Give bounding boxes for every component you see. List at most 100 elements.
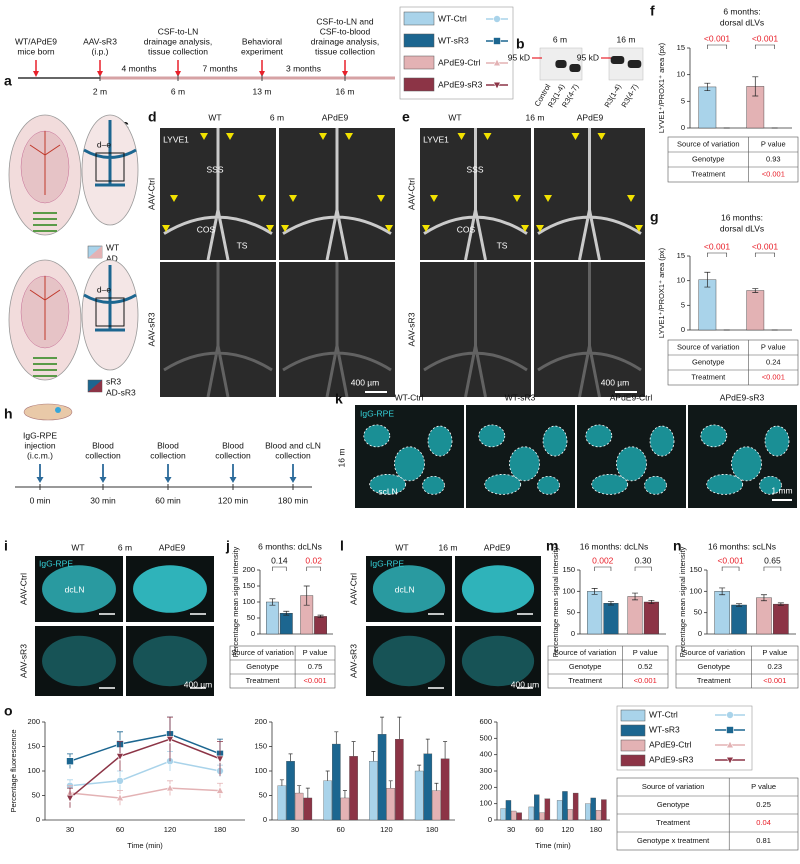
arrowhead-marker	[377, 195, 385, 202]
error-bar	[317, 614, 324, 619]
table-header: P value	[633, 648, 658, 657]
annotation: LYVE1	[423, 134, 449, 144]
event-arrowhead	[259, 71, 265, 77]
y-tick-label: 0	[571, 629, 575, 638]
y-tick-label: 0	[263, 815, 267, 824]
bar	[377, 734, 387, 821]
time-label: 180 min	[278, 495, 309, 505]
comparison-bracket	[707, 44, 728, 49]
arrowhead-marker	[385, 225, 393, 232]
event-label: tissue collection	[315, 46, 375, 56]
lymph-node	[427, 425, 453, 457]
column-label: WT-sR3	[505, 392, 536, 402]
error-bar	[283, 610, 290, 616]
table-cell: Genotype	[246, 662, 279, 671]
table-cell: <0.001	[762, 372, 785, 381]
event-label: tissue collection	[148, 46, 208, 56]
y-tick-label: 50	[567, 608, 575, 617]
bar	[266, 601, 279, 635]
time-label: 30 min	[90, 495, 116, 505]
error-bar	[334, 731, 339, 745]
x-tick-label: 30	[66, 825, 74, 834]
table-cell: 0.24	[766, 357, 781, 366]
step-label: Blood	[92, 440, 114, 450]
panel-letter: n	[673, 538, 682, 554]
y-tick-label: 15	[677, 43, 685, 52]
y-tick-label: 150	[242, 581, 255, 590]
x-axis-label: Time (min)	[127, 841, 163, 850]
y-axis-label: Percentage mean signal intensity	[678, 547, 687, 658]
micrograph	[534, 262, 645, 397]
blot-time: 16 m	[617, 34, 636, 44]
table-cell: Treatment	[697, 676, 732, 685]
y-tick-label: 100	[562, 586, 575, 595]
series-line	[69, 760, 221, 787]
panel-letter: a	[4, 73, 12, 89]
column-label: 6 m	[270, 112, 284, 122]
lymph-node	[372, 635, 446, 687]
event-arrowhead	[97, 71, 103, 77]
legend-label: WT-sR3	[438, 35, 469, 45]
row-label: AAV-sR3	[146, 312, 156, 346]
age-label: 16 m	[336, 449, 346, 468]
y-tick-label: 0	[488, 815, 492, 824]
micrograph	[160, 262, 276, 397]
bar	[756, 597, 772, 635]
error-bar	[607, 601, 614, 606]
table-cell: Genotype	[698, 662, 731, 671]
legend-swatch	[403, 33, 435, 48]
y-tick-label: 10	[677, 70, 685, 79]
p-value-label: <0.001	[752, 241, 779, 251]
error-bar	[704, 82, 711, 92]
step-label: IgG-RPE	[23, 430, 57, 440]
error-bar	[425, 738, 430, 754]
x-tick-label: 30	[291, 825, 299, 834]
comparison-bracket	[306, 566, 321, 571]
column-label: APdE9	[484, 542, 511, 552]
table-cell: 0.04	[756, 818, 771, 827]
panel-letter: k	[335, 391, 343, 407]
injection-site	[55, 407, 61, 413]
event-label: drainage analysis,	[144, 36, 213, 46]
bar	[746, 290, 765, 331]
chart-title: 6 months: dcLNs	[258, 541, 322, 551]
y-axis-label: Percentage fluorescence	[9, 730, 18, 813]
chart-title: dorsal dLVs	[720, 17, 764, 27]
step-label: collection	[150, 450, 186, 460]
y-axis-label: LYVE1⁺/PROX1⁺ area (px)	[657, 42, 666, 133]
error-bar	[648, 599, 655, 605]
y-tick-label: 15	[677, 251, 685, 260]
p-value-label: 0.02	[305, 555, 322, 565]
arrowhead-marker	[162, 225, 170, 232]
y-tick-label: 50	[32, 790, 40, 799]
legend-marker	[493, 81, 501, 90]
bar	[528, 806, 535, 821]
x-tick-label: 120	[164, 825, 177, 834]
bar	[556, 800, 563, 821]
annotation: TS	[237, 240, 248, 250]
bar	[534, 794, 540, 821]
lymph-node	[649, 425, 675, 457]
arrowhead-marker	[170, 195, 178, 202]
stats-table	[675, 645, 799, 689]
column-label: 16 m	[439, 542, 458, 552]
micrograph	[420, 262, 531, 397]
bar	[714, 591, 730, 635]
blot-band	[569, 64, 581, 72]
series-line	[69, 733, 221, 762]
y-tick-label: 5	[681, 96, 685, 105]
y-tick-label: 600	[479, 717, 492, 726]
step-label: (i.c.m.)	[27, 450, 53, 460]
scale-label: 400 µm	[511, 679, 540, 689]
y-tick-label: 50	[247, 613, 255, 622]
arrowhead-marker	[483, 133, 492, 140]
time-label: 60 min	[155, 495, 181, 505]
row-label: AAV-sR3	[348, 644, 358, 678]
error-bar	[434, 782, 439, 791]
arrowhead-marker	[544, 195, 552, 202]
legend-swatch	[620, 754, 646, 767]
scale-label: 400 µm	[184, 679, 213, 689]
p-value-label: 0.002	[592, 555, 614, 565]
y-tick-label: 300	[479, 766, 492, 775]
arrowhead-marker	[635, 225, 643, 232]
